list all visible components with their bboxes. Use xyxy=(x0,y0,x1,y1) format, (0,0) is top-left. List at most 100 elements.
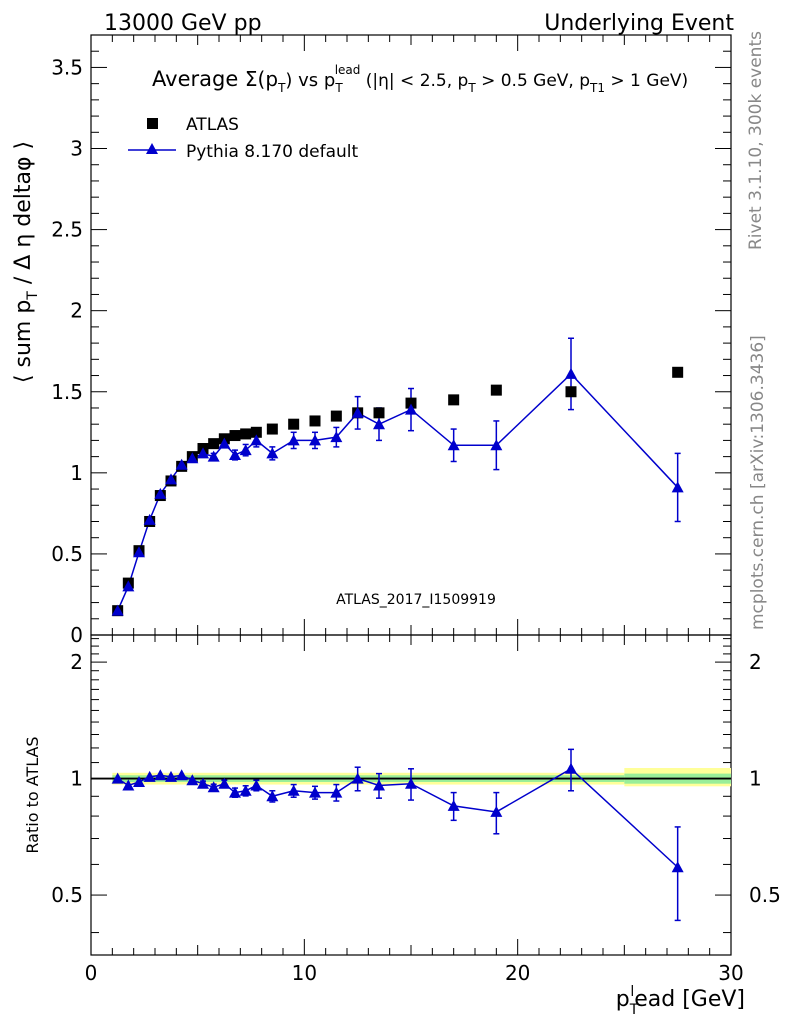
header-right: Underlying Event xyxy=(544,11,734,36)
ratio-pythia-point xyxy=(490,805,503,817)
atlas-point xyxy=(266,423,278,435)
y-tick-label: 0.5 xyxy=(51,542,83,566)
y-tick-label: 2 xyxy=(70,299,83,323)
ratio-y-tick-label-right: 0.5 xyxy=(749,883,781,907)
atlas-point xyxy=(672,366,684,378)
pythia-point xyxy=(207,450,220,462)
analysis-watermark: ATLAS_2017_I1509919 xyxy=(336,592,496,608)
atlas-point xyxy=(405,397,417,409)
ratio-ylabel: Ratio to ATLAS xyxy=(23,736,42,853)
xlabel: pTlead [GeV] xyxy=(616,984,745,1018)
atlas-point xyxy=(330,410,342,422)
atlas-point xyxy=(208,438,220,450)
x-tick-label: 20 xyxy=(505,961,530,985)
y-tick-label: 3.5 xyxy=(51,55,83,79)
pythia-point xyxy=(229,449,241,460)
ratio-pythia-point xyxy=(197,777,209,789)
main-ylabel: ⟨ sum pT / Δ η deltaφ ⟩ xyxy=(11,141,41,383)
pythia-point xyxy=(186,452,199,464)
ratio-pythia-point xyxy=(165,770,177,782)
header-left: 13000 GeV pp xyxy=(104,11,262,36)
pythia-point xyxy=(447,439,460,451)
pythia-point xyxy=(287,434,300,446)
ratio-pythia-point xyxy=(122,779,135,791)
atlas-point xyxy=(309,415,321,427)
pythia-point xyxy=(405,403,417,415)
y-tick-label: 3 xyxy=(70,137,83,161)
atlas-point xyxy=(250,426,262,438)
ratio-y-tick-label-left: 1 xyxy=(70,767,83,791)
pythia-point xyxy=(373,418,385,430)
atlas-point xyxy=(448,394,460,406)
ratio-pythia-point xyxy=(186,774,199,786)
mcplots-label: mcplots.cern.ch [arXiv:1306.3436] xyxy=(748,335,768,630)
pythia-point xyxy=(309,434,321,446)
ratio-pythia-point xyxy=(671,861,684,873)
x-tick-label: 30 xyxy=(718,961,743,985)
ratio-pythia-point xyxy=(207,781,220,793)
ratio-pythia-point xyxy=(175,769,188,781)
y-tick-label: 0 xyxy=(70,623,83,647)
ratio-pythia-point xyxy=(405,777,417,789)
pythia-point xyxy=(165,473,177,485)
atlas-point xyxy=(565,386,577,398)
ratio-pythia-point xyxy=(330,786,343,798)
pythia-point xyxy=(250,434,263,446)
atlas-point xyxy=(288,418,300,430)
pythia-point xyxy=(490,439,503,451)
y-tick-label: 2.5 xyxy=(51,218,83,242)
ratio-y-tick-label-left: 2 xyxy=(70,650,83,674)
ratio-pythia-point xyxy=(351,772,364,784)
ratio-y-tick-label-left: 0.5 xyxy=(51,883,83,907)
pythia-point xyxy=(143,513,156,525)
ratio-pythia-point xyxy=(565,762,577,774)
pythia-point xyxy=(671,481,684,493)
ratio-y-tick-label-right: 2 xyxy=(749,650,762,674)
pythia-point xyxy=(154,487,167,499)
ratio-axis-ticks: 0.5 0.51 12 20 10 20 30 xyxy=(51,635,781,985)
pythia-line xyxy=(116,372,679,611)
legend-pythia-label: Pythia 8.170 default xyxy=(186,142,359,162)
pythia-point xyxy=(351,406,364,418)
main-plot-marks xyxy=(111,337,684,617)
ratio-pythia-point xyxy=(239,784,252,796)
pythia-point xyxy=(565,367,577,379)
ratio-pythia-point xyxy=(143,770,156,782)
ratio-pythia-point xyxy=(218,777,231,789)
main-axis-ticks: 0 0.5 1 1.5 2 2.5 3 3.5 xyxy=(51,35,732,647)
legend-pythia-marker xyxy=(146,143,158,154)
pythia-point xyxy=(197,447,209,459)
legend-atlas-marker xyxy=(147,118,158,129)
pythia-point xyxy=(175,458,188,470)
ratio-pythia-point xyxy=(266,790,279,802)
y-tick-label: 1 xyxy=(70,461,83,485)
ratio-pythia-point xyxy=(447,799,460,811)
ratio-pythia-point xyxy=(309,786,321,798)
ratio-pythia-point xyxy=(154,769,167,781)
ratio-pythia-point xyxy=(111,772,124,784)
pythia-point xyxy=(239,444,252,456)
x-tick-label: 10 xyxy=(292,961,317,985)
pythia-point xyxy=(133,546,145,558)
legend-atlas-label: ATLAS xyxy=(186,115,239,135)
ratio-pythia-point xyxy=(250,779,263,791)
y-tick-label: 1.5 xyxy=(51,380,83,404)
ratio-plot-marks xyxy=(111,748,684,922)
pythia-point xyxy=(218,437,231,449)
atlas-point xyxy=(229,430,241,442)
atlas-point xyxy=(240,428,252,440)
ratio-pythia-point xyxy=(373,779,385,791)
x-tick-label: 0 xyxy=(85,961,98,985)
ratio-y-tick-label-right: 1 xyxy=(749,767,762,791)
rivet-label: Rivet 3.1.10, 300k events xyxy=(746,31,766,250)
pythia-point xyxy=(122,580,135,592)
pythia-point xyxy=(266,447,279,459)
pythia-point xyxy=(111,604,124,616)
pythia-point xyxy=(330,431,343,443)
plot-title: Average Σ(pT) vs pTlead (|η| < 2.5, pT >… xyxy=(152,63,688,95)
atlas-point xyxy=(490,384,502,396)
ratio-pythia-point xyxy=(229,786,241,798)
ratio-pythia-point xyxy=(287,784,300,796)
ratio-pythia-point xyxy=(133,775,145,787)
atlas-point xyxy=(373,407,385,419)
